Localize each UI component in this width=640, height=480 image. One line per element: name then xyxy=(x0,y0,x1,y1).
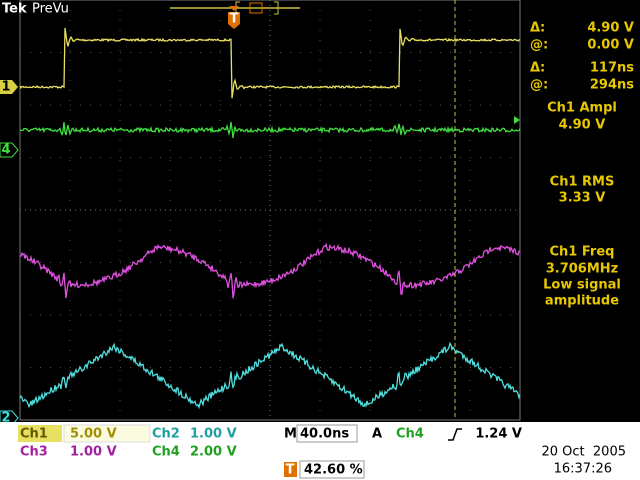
ch1-label-box xyxy=(18,425,62,442)
brand: Tek xyxy=(2,2,27,17)
readout-value: 0.00 V xyxy=(587,38,634,53)
readout-label: @: xyxy=(530,38,548,53)
trigger-position: 42.60 % xyxy=(304,463,363,478)
trigger-level: 1.24 V xyxy=(475,427,522,442)
timebase: 40.0ns xyxy=(300,427,349,442)
mode: PreVu xyxy=(32,2,69,17)
trigger-position-icon-label: T xyxy=(286,463,295,478)
trigger-mode: A xyxy=(372,427,382,442)
ch1-marker-label: 1 xyxy=(1,80,10,95)
readout-value: 117ns xyxy=(590,61,634,76)
measurement-title: Ch1 Freq xyxy=(550,245,615,260)
readout-label: @: xyxy=(530,78,548,93)
readout-value: 294ns xyxy=(590,78,634,93)
ch1-scale-box xyxy=(63,424,151,443)
readout-label: Δ: xyxy=(530,61,545,76)
measurement-value: 3.33 V xyxy=(559,191,606,206)
graticule xyxy=(19,0,521,421)
ch4-scale: 2.00 V xyxy=(190,445,237,460)
ch4-trace xyxy=(19,121,521,139)
timebase-label: M xyxy=(284,427,297,442)
measurement-title: Ch1 RMS xyxy=(550,175,615,190)
ch2-trace xyxy=(19,341,521,410)
ch1-scale: 5.00 V xyxy=(70,427,117,442)
record-window xyxy=(249,2,263,14)
ch4-trigger-level xyxy=(514,116,520,124)
trigger-position-box xyxy=(299,460,365,479)
time: 16:37:26 xyxy=(554,462,612,477)
measurement-value: 3.706MHz xyxy=(546,262,619,277)
ch1-label: Ch1 xyxy=(20,427,48,442)
trigger-slope xyxy=(448,428,462,441)
measurement-title: Ch1 Ampl xyxy=(547,101,617,116)
readout-value: 4.90 V xyxy=(587,21,634,36)
readout-label: Δ: xyxy=(530,21,545,36)
trigger-point xyxy=(229,6,239,11)
ch4-label: Ch4 xyxy=(152,445,180,460)
measurement-value: 4.90 V xyxy=(559,118,606,133)
ch4-marker xyxy=(0,142,19,158)
ch2-label: Ch2 xyxy=(152,427,180,442)
measurement-note: amplitude xyxy=(545,294,619,309)
trigger-marker-label: T xyxy=(230,12,239,27)
trigger-marker xyxy=(228,12,240,29)
ch3-trace xyxy=(19,242,521,299)
trigger-source: Ch4 xyxy=(396,427,424,442)
ch1-trace xyxy=(19,27,521,99)
ch4-marker-label: 4 xyxy=(1,143,10,158)
ch2-marker-label: 2 xyxy=(1,411,10,426)
ch3-label: Ch3 xyxy=(20,445,48,460)
ch2-marker xyxy=(0,410,19,426)
trigger-position-icon xyxy=(284,462,297,477)
waveforms xyxy=(19,27,521,410)
date: 20 Oct 2005 xyxy=(542,445,627,460)
ch2-scale: 1.00 V xyxy=(190,427,237,442)
ch1-marker xyxy=(0,80,18,94)
ch3-scale: 1.00 V xyxy=(70,445,117,460)
timebase-box xyxy=(296,424,358,443)
measurement-note: Low signal xyxy=(543,278,621,293)
